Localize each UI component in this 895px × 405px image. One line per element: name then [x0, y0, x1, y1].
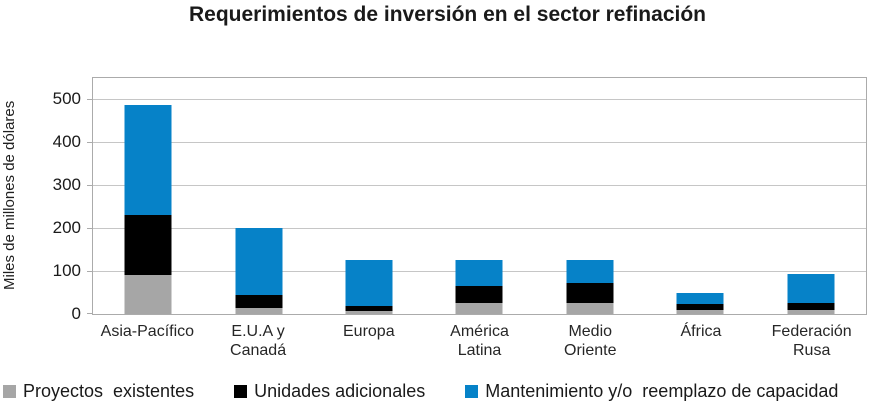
bar-slot — [645, 78, 755, 314]
bar-segment — [345, 260, 393, 306]
stacked-bar-1 — [124, 105, 172, 314]
axis-tick — [87, 142, 93, 144]
stacked-bar-3 — [345, 260, 393, 314]
bar-segment — [124, 215, 172, 276]
chart-title: Requerimientos de inversión en el sector… — [189, 3, 706, 26]
y-tick-label: 300 — [52, 175, 81, 195]
gridline — [93, 228, 866, 230]
x-category-label: África — [680, 323, 722, 340]
bar-slot — [203, 78, 313, 314]
axis-tick — [87, 99, 93, 101]
legend-item-mantenimiento-reemplazo: Mantenimiento y/o reemplazo de capacidad — [465, 381, 838, 402]
bar-segment — [676, 309, 724, 314]
bar-segment — [345, 310, 393, 314]
legend-label-mantenimiento-reemplazo: Mantenimiento y/o reemplazo de capacidad — [485, 381, 839, 401]
y-tick-label: 200 — [52, 218, 81, 238]
x-category-label: E.U.A y Canadá — [230, 323, 287, 359]
axis-tick — [87, 228, 93, 230]
y-tick-label: 400 — [52, 132, 81, 152]
bar-segment — [566, 303, 614, 314]
bar-segment — [676, 292, 724, 305]
y-tick-label: 0 — [71, 304, 81, 323]
x-category-label: América Latina — [450, 323, 509, 359]
bar-segment — [787, 302, 835, 310]
bar-slot — [314, 78, 424, 314]
stacked-bar-4 — [455, 260, 503, 314]
gridline — [93, 185, 866, 187]
x-category-label: Asia-Pacífico — [100, 323, 195, 340]
legend-label-proyectos-existentes: Proyectos existentes — [23, 381, 195, 401]
x-category-label: Federación Rusa — [771, 323, 852, 359]
bar-slot — [756, 78, 866, 314]
bars-layer — [93, 78, 866, 314]
stacked-bar-5 — [566, 260, 614, 314]
legend-swatch-black — [234, 385, 248, 398]
x-axis-labels: Asia-Pacífico E.U.A y Canadá Europa América… — [92, 322, 867, 360]
legend-swatch-blue — [465, 385, 479, 398]
bar-segment — [124, 105, 172, 216]
axis-tick — [87, 271, 93, 273]
bar-segment — [787, 274, 835, 303]
bar-segment — [676, 304, 724, 310]
bar-slot — [424, 78, 534, 314]
bar-segment — [235, 307, 283, 314]
bar-slot — [93, 78, 203, 314]
legend-item-unidades-adicionales: Unidades adicionales — [234, 381, 425, 402]
bar-segment — [345, 305, 393, 311]
bar-segment — [124, 275, 172, 314]
legend: Proyectos existentes Unidades adicionale… — [3, 381, 895, 402]
bar-segment — [455, 286, 503, 304]
legend-item-proyectos-existentes: Proyectos existentes — [3, 381, 194, 402]
bar-segment — [566, 282, 614, 304]
bar-segment — [235, 228, 283, 295]
x-category-label: Medio Oriente — [564, 323, 617, 359]
bar-segment — [455, 260, 503, 287]
axis-tick — [87, 185, 93, 187]
gridline — [93, 142, 866, 144]
y-tick-label: 500 — [52, 89, 81, 109]
bar-segment — [566, 260, 614, 283]
gridline — [93, 99, 866, 101]
stacked-bar-6 — [676, 292, 724, 314]
plot-area: 0 100 200 300 400 500 — [53, 77, 867, 323]
stacked-bar-2 — [235, 228, 283, 314]
legend-swatch-gray — [3, 385, 16, 398]
bar-slot — [535, 78, 645, 314]
bar-segment — [455, 303, 503, 314]
bar-segment — [235, 294, 283, 308]
axis-tick — [87, 313, 93, 314]
stacked-bar-7 — [787, 274, 835, 314]
legend-label-unidades-adicionales: Unidades adicionales — [254, 381, 426, 401]
y-axis-title: Miles de millones de dólares — [1, 100, 18, 290]
x-category-label: Europa — [343, 323, 395, 340]
y-tick-label: 100 — [52, 261, 81, 281]
bar-segment — [787, 309, 835, 314]
